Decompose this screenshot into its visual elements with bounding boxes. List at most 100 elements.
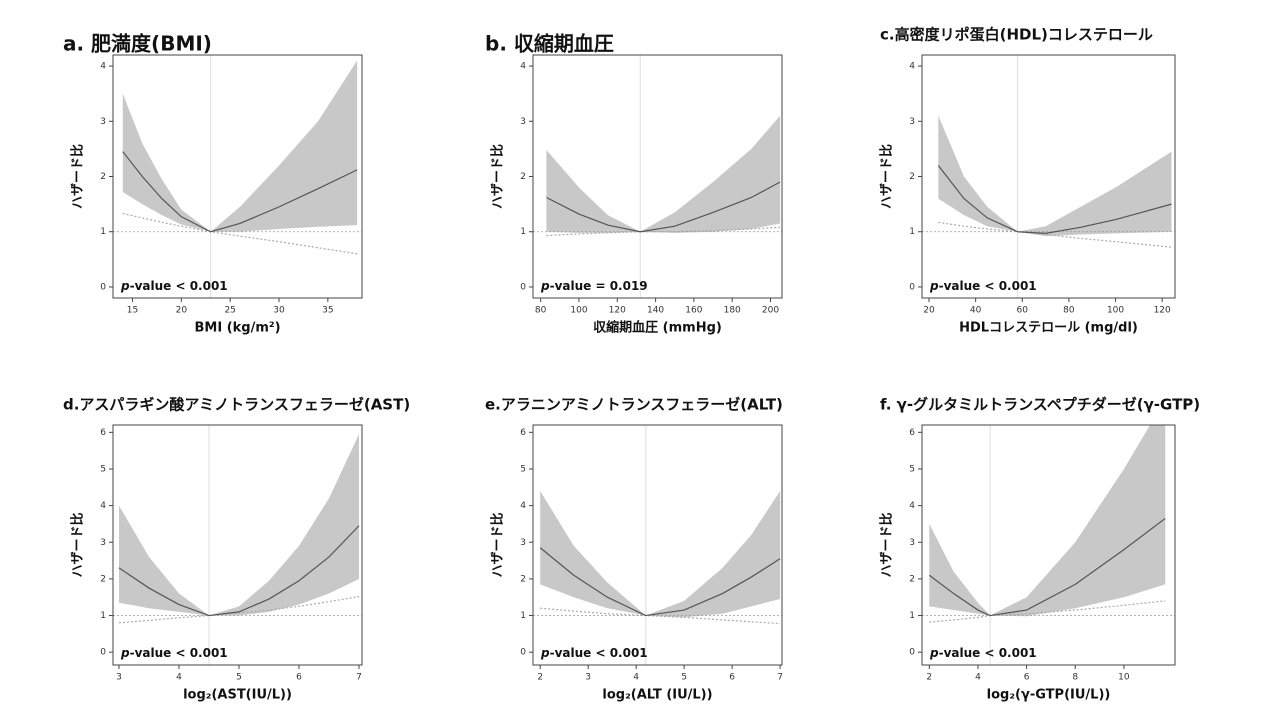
x-axis-label: HDLコレステロール (mg/dl) <box>959 321 1138 336</box>
x-tick-label: 8 <box>1072 673 1078 683</box>
y-tick-label: 3 <box>909 538 915 548</box>
p-value-prefix: p <box>929 279 939 293</box>
hazard-curve <box>539 547 781 617</box>
y-tick-label: 2 <box>520 574 526 584</box>
y-tick-label: 0 <box>100 282 106 292</box>
y-tick-label: 4 <box>100 62 106 72</box>
x-tick-label: 60 <box>1017 306 1029 316</box>
x-tick-label: 120 <box>1154 306 1171 316</box>
x-tick-label: 35 <box>322 306 333 316</box>
y-tick-label: 6 <box>100 428 106 438</box>
hazard-curve <box>546 181 781 233</box>
p-value-prefix: p <box>120 279 130 293</box>
y-tick-label: 6 <box>520 428 526 438</box>
x-tick-label: 20 <box>923 306 935 316</box>
y-tick-label: 1 <box>520 227 526 237</box>
x-tick-label: 25 <box>224 306 235 316</box>
y-tick-label: 0 <box>520 648 526 658</box>
y-tick-label: 2 <box>100 172 106 182</box>
x-tick-label: 30 <box>273 306 285 316</box>
y-axis-label: ハザード比 <box>879 144 895 209</box>
x-tick-label: 7 <box>356 673 362 683</box>
x-tick-label: 5 <box>681 673 687 683</box>
plot-area <box>922 55 1175 298</box>
x-tick-label: 15 <box>127 306 138 316</box>
x-tick-label: 4 <box>975 673 981 683</box>
y-tick-label: 5 <box>520 464 526 474</box>
p-value: p-value < 0.001 <box>120 279 228 293</box>
y-tick-label: 1 <box>100 611 106 621</box>
x-tick-label: 6 <box>729 673 735 683</box>
y-axis-label: ハザード比 <box>70 512 86 577</box>
panel: c.高密度リポ蛋白(HDL)コレステロール 0 1 2 3 4 20 40 60 80 100 120… <box>879 26 1176 336</box>
y-tick-label: 2 <box>100 574 106 584</box>
p-value-prefix: p <box>120 646 130 660</box>
plot-area <box>533 55 782 298</box>
x-tick-label: 7 <box>777 673 783 683</box>
y-axis-label: ハザード比 <box>490 512 506 577</box>
p-value: p-value < 0.001 <box>929 279 1037 293</box>
p-value-text: -value < 0.001 <box>939 279 1037 293</box>
x-tick-label: 6 <box>296 673 302 683</box>
x-tick-label: 40 <box>970 306 982 316</box>
hazard-curve <box>118 525 360 617</box>
panel: d.アスパラギン酸アミノトランスフェラーゼ(AST) 0 1 2 3 4 5 6 3 4 5 6 7 lo… <box>63 396 410 703</box>
p-value-text: -value < 0.001 <box>130 279 228 293</box>
hazard-curve <box>937 165 1172 234</box>
panel-title: b. 収縮期血圧 <box>485 32 614 56</box>
panel-title: f. γ-グルタミルトランスペプチダーゼ(γ-GTP) <box>880 396 1200 414</box>
y-tick-label: 4 <box>520 501 526 511</box>
plot-frame <box>921 424 1176 666</box>
x-tick-label: 140 <box>647 306 664 316</box>
y-tick-label: 0 <box>520 282 526 292</box>
y-tick-label: 3 <box>100 117 106 127</box>
y-tick-label: 3 <box>520 538 526 548</box>
panel-title: e.アラニンアミノトランスフェラーゼ(ALT) <box>485 396 783 414</box>
hazard-curve <box>928 517 1166 617</box>
y-axis-label: ハザード比 <box>70 144 86 209</box>
x-tick-label: 80 <box>1063 306 1075 316</box>
panel: b. 収縮期血圧 0 1 2 3 4 80 100 120 140 160 180 200 収縮期血圧 (… <box>485 32 783 336</box>
panel-title: a. 肥満度(BMI) <box>63 32 212 56</box>
x-tick-label: 2 <box>537 673 543 683</box>
x-tick-label: 100 <box>1107 306 1124 316</box>
x-tick-label: 160 <box>685 306 702 316</box>
panel: a. 肥満度(BMI) 0 1 2 3 4 15 20 25 30 35 BMI (kg/m²) ハザー… <box>63 32 363 336</box>
x-tick-label: 100 <box>570 306 587 316</box>
p-value-text: -value < 0.001 <box>939 646 1037 660</box>
panel-title: d.アスパラギン酸アミノトランスフェラーゼ(AST) <box>63 396 410 414</box>
x-tick-label: 10 <box>1118 673 1130 683</box>
dotted-curve <box>546 226 781 237</box>
x-tick-label: 5 <box>236 673 242 683</box>
y-tick-label: 5 <box>100 464 106 474</box>
y-tick-label: 3 <box>100 538 106 548</box>
plot-frame <box>112 424 363 666</box>
y-tick-label: 4 <box>100 501 106 511</box>
p-value-text: -value = 0.019 <box>550 279 648 293</box>
p-value: p-value < 0.001 <box>929 646 1037 660</box>
y-tick-label: 4 <box>909 501 915 511</box>
y-tick-label: 5 <box>909 464 915 474</box>
y-tick-label: 0 <box>909 282 915 292</box>
x-tick-label: 200 <box>762 306 779 316</box>
y-tick-label: 1 <box>909 611 915 621</box>
x-tick-label: 80 <box>535 306 547 316</box>
y-tick-label: 6 <box>909 428 915 438</box>
x-axis-label: log₂(ALT (IU/L)) <box>602 688 712 703</box>
y-tick-label: 2 <box>909 574 915 584</box>
plot-frame <box>532 424 783 666</box>
confidence-band <box>540 490 781 618</box>
hazard-curve <box>122 151 358 233</box>
y-tick-label: 2 <box>909 172 915 182</box>
x-axis-label: log₂(γ-GTP(IU/L)) <box>987 688 1111 703</box>
dotted-curve <box>929 600 1166 623</box>
p-value: p-value = 0.019 <box>540 279 648 293</box>
x-tick-label: 20 <box>176 306 188 316</box>
x-tick-label: 180 <box>724 306 741 316</box>
x-axis-label: BMI (kg/m²) <box>194 321 280 336</box>
y-tick-label: 4 <box>520 62 526 72</box>
y-tick-label: 1 <box>520 611 526 621</box>
y-tick-label: 2 <box>520 172 526 182</box>
p-value-prefix: p <box>540 646 550 660</box>
